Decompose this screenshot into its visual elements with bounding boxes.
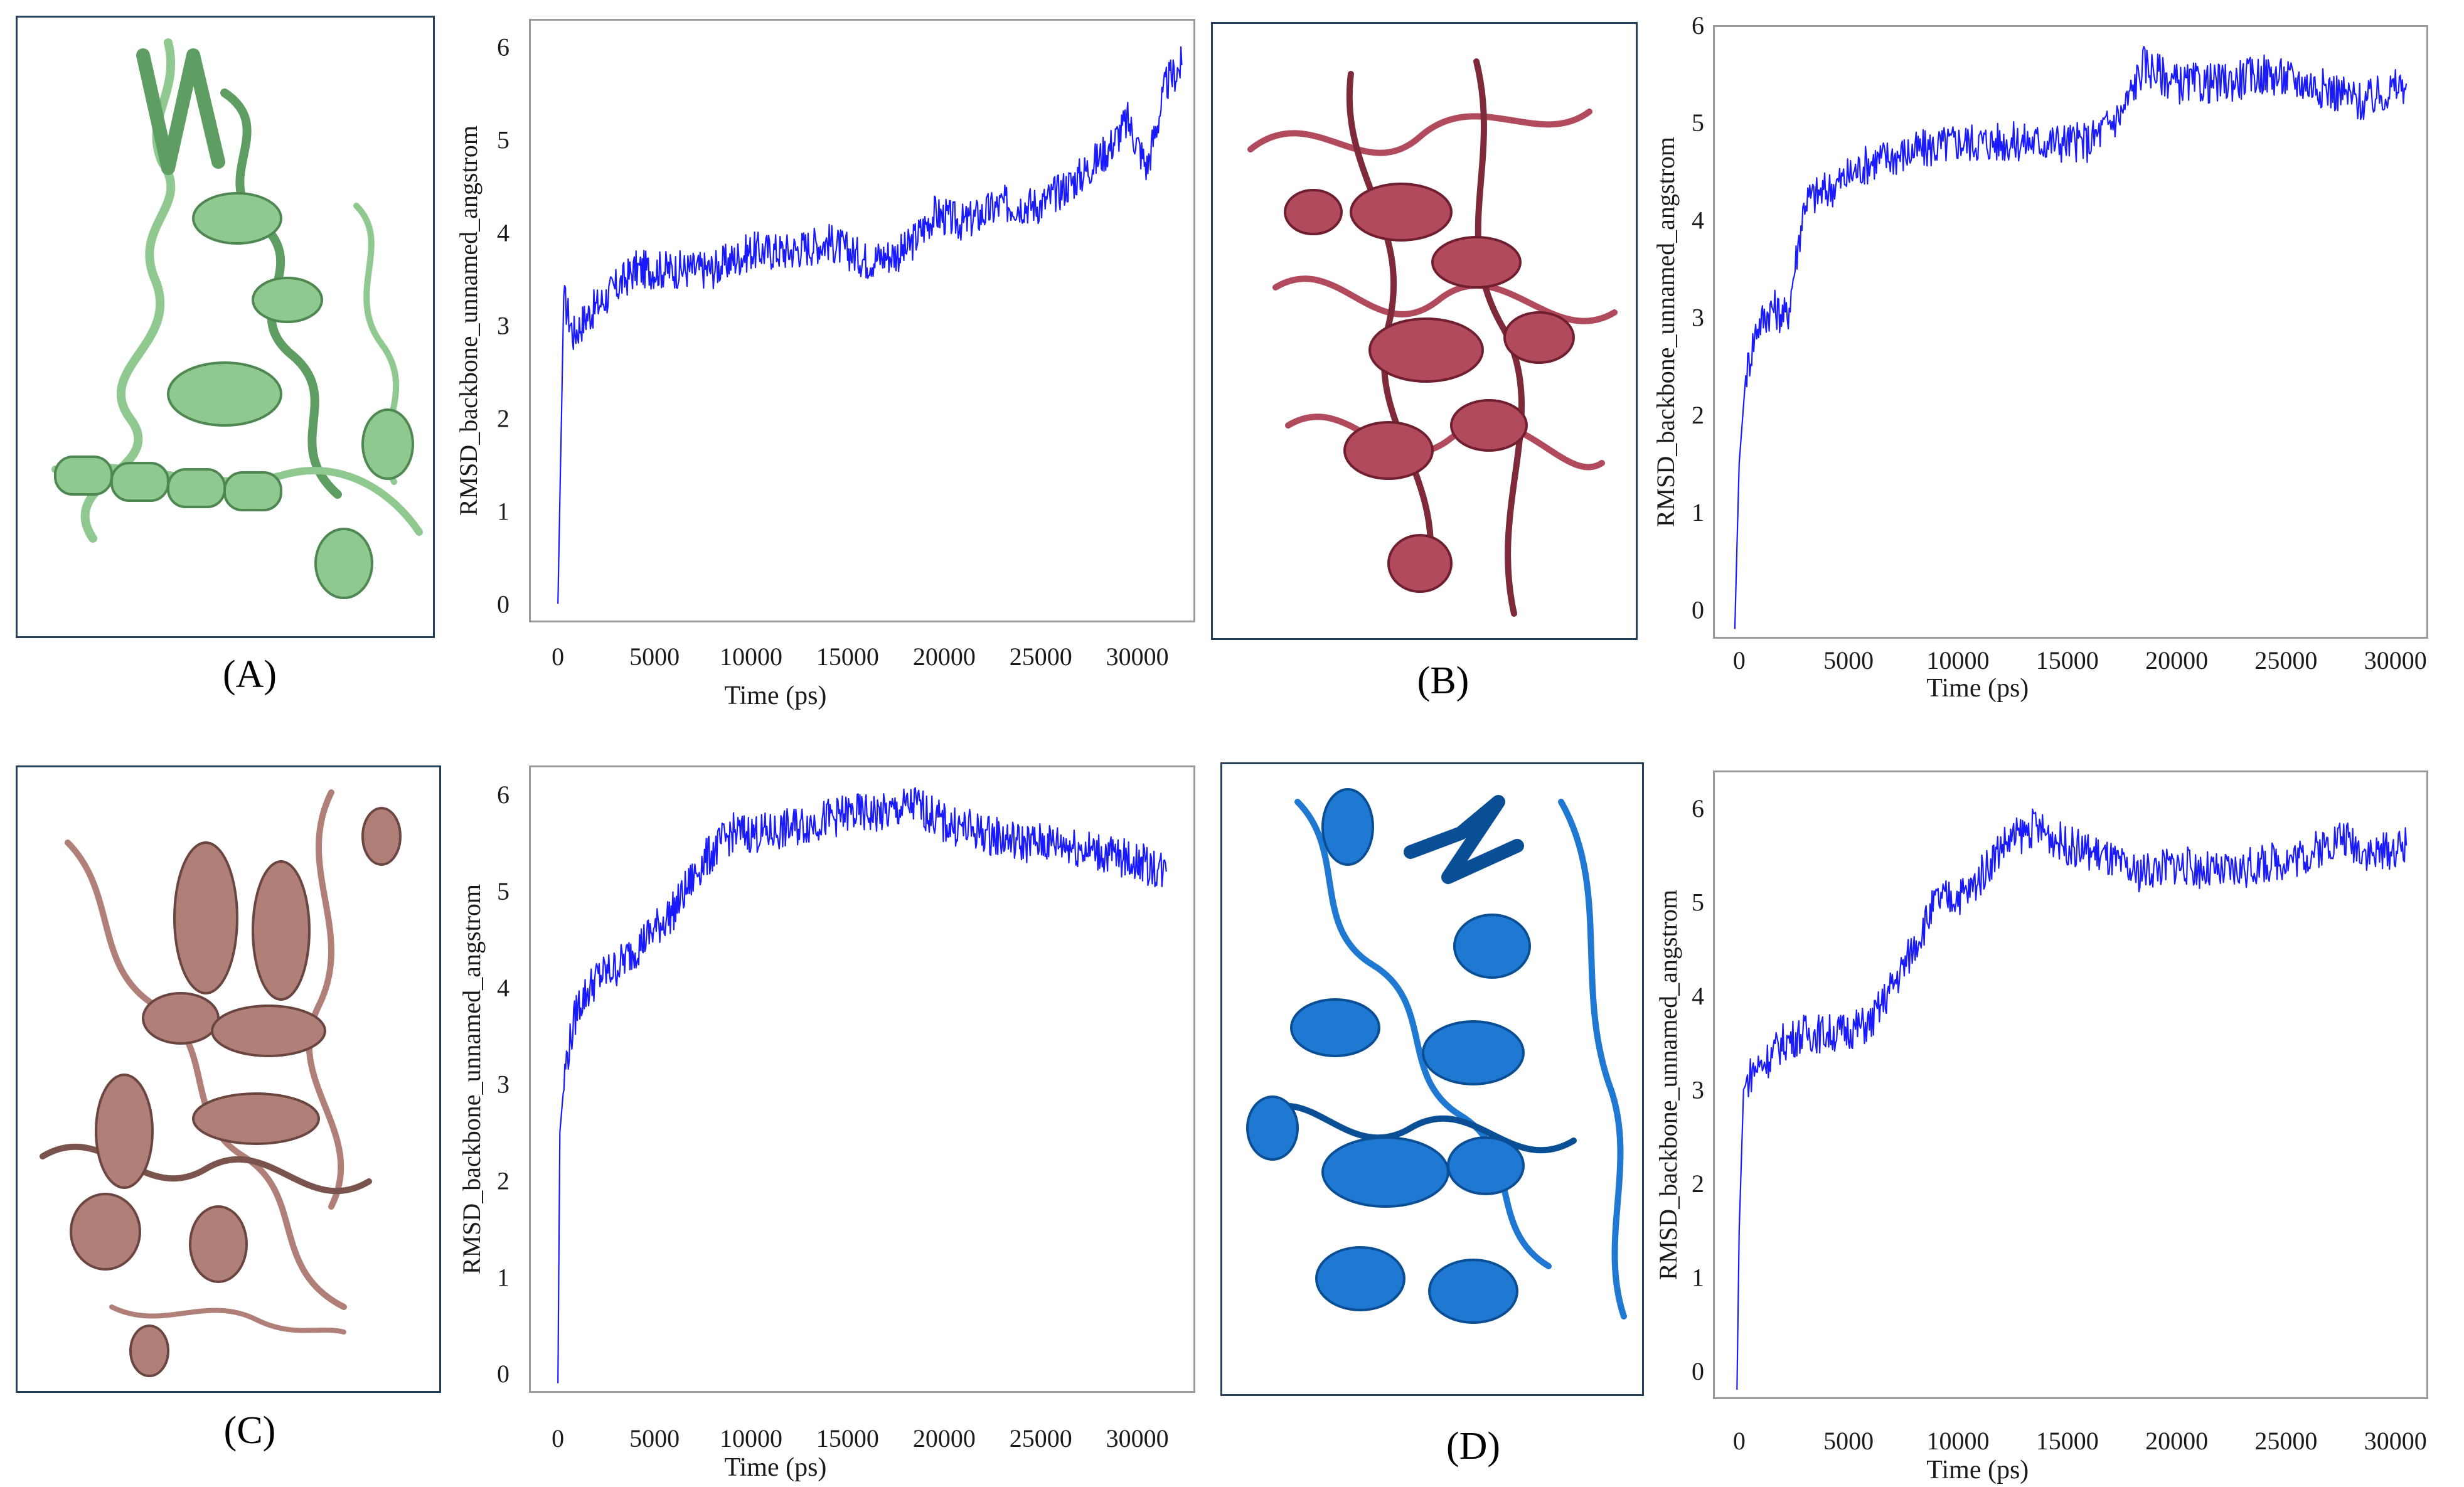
y-tick-label-d: 4 [1692,982,1704,1010]
structure-panel-c [16,765,441,1393]
x-tick-label-c: 20000 [913,1424,976,1452]
y-tick-label-d: 6 [1692,794,1704,823]
rmsd-chart-d: 0 1 2 3 4 5 6 0 5000 10000 15000 20000 25000 30000 Tim… [1654,794,2427,1484]
y-tick-label-d: 5 [1692,888,1704,916]
structure-panel-d [1220,762,1644,1396]
x-tick-label-c: 30000 [1106,1424,1169,1452]
y-tick-label-b: 0 [1692,595,1704,624]
x-tick-label-b: 0 [1733,646,1746,674]
x-tick-label-a: 15000 [816,642,879,671]
y-axis-label-b: RMSD_backbone_unnamed_angstrom [1651,137,1680,527]
x-axis-label-a: Time (ps) [724,681,826,710]
x-tick-label-b: 15000 [2036,646,2099,674]
x-axis-label-d: Time (ps) [1926,1456,2029,1484]
x-tick-label-a: 20000 [913,642,976,671]
plot-frame-c [529,765,1195,1393]
x-tick-label-c: 0 [552,1424,564,1452]
x-tick-label-d: 5000 [1823,1427,1874,1455]
y-tick-label-a: 3 [497,311,509,339]
x-tick-label-d: 25000 [2254,1427,2317,1455]
x-tick-label-c: 25000 [1010,1424,1072,1452]
x-tick-label-d: 0 [1733,1427,1746,1455]
rmsd-series-line-c [557,787,1167,1383]
x-tick-label-a: 0 [552,642,564,671]
x-tick-label-b: 30000 [2364,646,2427,674]
y-tick-label-a: 0 [497,590,509,618]
plot-frame-a [529,19,1195,622]
y-tick-label-d: 0 [1692,1357,1704,1385]
x-tick-label-b: 20000 [2145,646,2208,674]
protein-structure-a [51,38,423,599]
y-tick-label-b: 2 [1692,401,1704,429]
x-tick-label-b: 5000 [1823,646,1874,674]
y-tick-label-c: 2 [497,1167,509,1195]
y-tick-label-d: 2 [1692,1170,1704,1198]
y-tick-label-a: 2 [497,404,509,432]
x-tick-label-a: 10000 [720,642,782,671]
y-tick-label-c: 6 [497,781,509,809]
y-tick-label-d: 3 [1692,1075,1704,1104]
rmsd-series-line-b [1734,46,2408,629]
y-tick-label-b: 5 [1692,109,1704,137]
rmsd-series-line-a [557,46,1183,604]
y-tick-label-a: 1 [497,497,509,525]
panel-label-a: (A) [222,653,277,696]
y-axis-label-a: RMSD_backbone_unnamed_angstrom [454,125,483,516]
y-tick-label-c: 5 [497,877,509,905]
x-tick-label-c: 5000 [629,1424,680,1452]
structure-panel-b [1211,22,1638,640]
y-tick-label-c: 3 [497,1070,509,1099]
y-axis-label-d: RMSD_backbone_unnamed_angstrom [1654,890,1682,1280]
x-tick-label-c: 15000 [816,1424,879,1452]
panel-label-b: (B) [1417,659,1469,702]
y-tick-label-c: 0 [497,1360,509,1388]
y-tick-label-c: 4 [497,974,509,1002]
protein-structure-c [40,789,402,1377]
y-tick-label-b: 6 [1692,11,1704,40]
y-tick-label-a: 4 [497,218,509,247]
y-tick-label-c: 1 [497,1263,509,1291]
rmsd-chart-c: 0 1 2 3 4 5 6 0 5000 10000 15000 20000 25000 30000 Tim… [457,781,1169,1482]
y-tick-label-a: 6 [497,33,509,61]
y-tick-label-b: 3 [1692,304,1704,332]
y-tick-label-d: 1 [1692,1264,1704,1292]
x-tick-label-a: 25000 [1010,642,1072,671]
x-tick-label-c: 10000 [720,1424,782,1452]
y-tick-label-b: 4 [1692,206,1704,234]
panel-label-c: (C) [223,1409,276,1452]
panel-label-d: (D) [1446,1425,1501,1468]
x-axis-label-b: Time (ps) [1926,674,2029,703]
x-tick-label-d: 20000 [2145,1427,2208,1455]
y-tick-label-a: 5 [497,125,509,154]
rmsd-chart-b: 0 1 2 3 4 5 6 0 5000 10000 15000 20000 25000 30000 Tim… [1651,11,2427,703]
plot-frame-d [1713,770,2428,1399]
x-tick-label-a: 30000 [1106,642,1169,671]
x-tick-label-d: 15000 [2036,1427,2099,1455]
y-axis-label-c: RMSD_backbone_unnamed_angstrom [457,884,486,1274]
rmsd-chart-a: 0 1 2 3 4 5 6 0 5000 10000 15000 20000 25000 30000 Tim… [454,33,1183,710]
structure-panel-a [16,16,435,638]
x-tick-label-d: 30000 [2364,1427,2427,1455]
y-tick-label-b: 1 [1692,498,1704,526]
x-tick-label-b: 25000 [2254,646,2317,674]
protein-structure-b [1247,58,1618,617]
x-tick-label-d: 10000 [1926,1427,1989,1455]
protein-structure-d [1246,788,1627,1324]
x-axis-label-c: Time (ps) [724,1453,826,1482]
x-tick-label-b: 10000 [1926,646,1989,674]
x-tick-label-a: 5000 [629,642,680,671]
rmsd-series-line-d [1736,808,2408,1390]
